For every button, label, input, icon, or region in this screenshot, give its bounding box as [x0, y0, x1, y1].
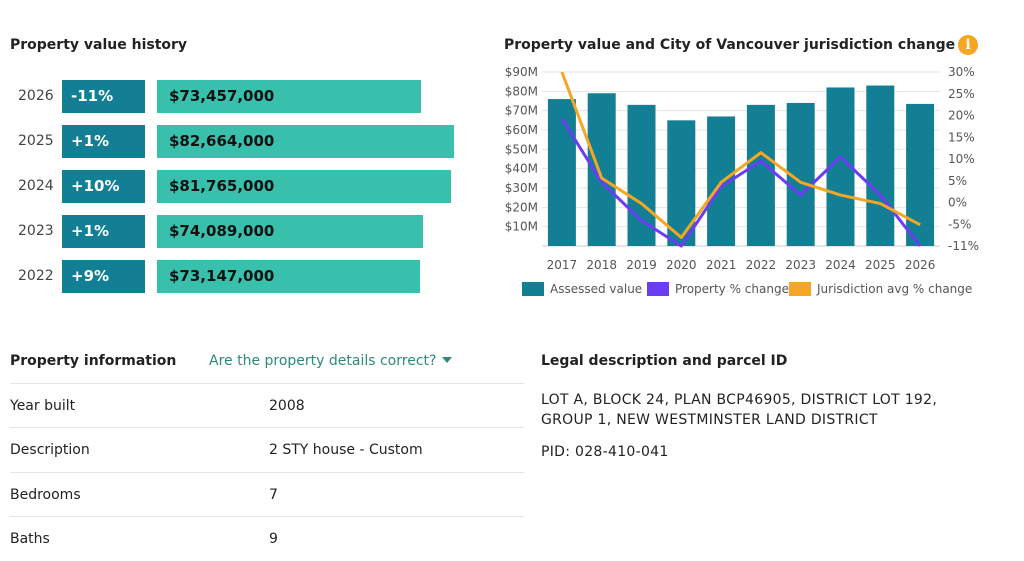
x-tick-label: 2020	[666, 258, 697, 272]
history-value-bar: $73,147,000	[157, 260, 420, 293]
right-tick-label: 5%	[948, 174, 967, 188]
legend-label: Jurisdiction avg % change	[817, 282, 973, 296]
history-change: +9%	[62, 260, 145, 293]
value-change-chart: $10M $20M $30M $40M $50M $60M $70M $80M $90M 30% 2…	[505, 65, 979, 272]
chart-title: Property value and City of Vancouver jur…	[504, 37, 956, 53]
property-details-dropdown[interactable]: Are the property details correct?	[209, 353, 453, 369]
history-row: 2026 -11% $73,457,000	[0, 80, 470, 113]
chart-bar	[906, 103, 935, 247]
legend-jurisdiction[interactable]: Jurisdiction avg % change	[789, 282, 972, 296]
history-year: 2023	[18, 223, 54, 239]
x-tick-label: 2021	[706, 258, 737, 272]
caret-down-icon	[442, 357, 453, 363]
chart-bar	[746, 104, 775, 246]
x-tick-label: 2025	[865, 258, 896, 272]
legend-swatch-jurisdiction	[789, 282, 811, 296]
chart-bar	[547, 99, 576, 246]
property-info-key: Description	[10, 442, 90, 458]
chart-bar	[587, 93, 616, 246]
left-tick-label: $60M	[505, 123, 538, 137]
history-value-bar: $82,664,000	[157, 125, 454, 158]
parcel-id: PID: 028-410-041	[541, 444, 669, 460]
legend-label: Assessed value	[550, 282, 643, 296]
property-info-row: Description 2 STY house - Custom	[10, 427, 524, 472]
x-tick-label: 2019	[626, 258, 657, 272]
legal-title: Legal description and parcel ID	[541, 353, 788, 369]
history-row: 2023 +1% $74,089,000	[0, 215, 470, 248]
left-tick-label: $30M	[505, 181, 538, 195]
history-row: 2025 +1% $82,664,000	[0, 125, 470, 158]
left-tick-label: $80M	[505, 84, 538, 98]
left-tick-label: $90M	[505, 65, 538, 79]
right-tick-label: -5%	[948, 217, 971, 231]
history-row: 2024 +10% $81,765,000	[0, 170, 470, 203]
chart-bar	[667, 120, 696, 246]
left-tick-label: $70M	[505, 104, 538, 118]
history-row: 2022 +9% $73,147,000	[0, 260, 470, 293]
property-info-key: Baths	[10, 531, 50, 547]
chart-bar	[866, 85, 895, 247]
history-change: -11%	[62, 80, 145, 113]
right-tick-label: -11%	[948, 239, 979, 253]
history-change: +1%	[62, 215, 145, 248]
property-info-row: Bedrooms 7	[10, 472, 524, 517]
property-change-line	[560, 117, 922, 248]
property-info-title: Property information	[10, 353, 177, 369]
legend-property[interactable]: Property % change	[647, 282, 789, 296]
legal-description-line: LOT A, BLOCK 24, PLAN BCP46905, DISTRICT…	[541, 392, 938, 408]
history-year: 2024	[18, 178, 54, 194]
property-info-value: 7	[269, 487, 278, 503]
x-tick-label: 2024	[825, 258, 856, 272]
right-tick-label: 10%	[948, 152, 975, 166]
history-change: +10%	[62, 170, 145, 203]
property-info-value: 9	[269, 531, 278, 547]
right-tick-label: 0%	[948, 196, 967, 210]
property-info-key: Bedrooms	[10, 487, 81, 503]
history-change: +1%	[62, 125, 145, 158]
right-tick-label: 30%	[948, 65, 975, 79]
legal-description-line: GROUP 1, NEW WESTMINSTER LAND DISTRICT	[541, 412, 878, 428]
history-year: 2025	[18, 133, 54, 149]
property-details-link[interactable]: Are the property details correct?	[209, 353, 437, 369]
jurisdiction-change-line	[560, 71, 921, 240]
history-year: 2026	[18, 88, 54, 104]
property-info-row: Baths 9	[10, 516, 524, 561]
x-tick-label: 2023	[785, 258, 816, 272]
right-tick-label: 25%	[948, 87, 975, 101]
history-title: Property value history	[10, 37, 188, 53]
left-tick-label: $40M	[505, 162, 538, 176]
property-value-history: Property value history 2026 -11% $73,457…	[0, 0, 480, 310]
x-tick-label: 2022	[746, 258, 777, 272]
info-icon[interactable]: i	[958, 35, 978, 55]
property-info-value: 2008	[269, 398, 305, 414]
history-value-bar: $73,457,000	[157, 80, 421, 113]
legend-label: Property % change	[675, 282, 789, 296]
x-tick-label: 2026	[905, 258, 936, 272]
left-tick-label: $50M	[505, 142, 538, 156]
x-tick-label: 2018	[586, 258, 617, 272]
property-info-row: Year built 2008	[10, 383, 524, 428]
property-info-key: Year built	[10, 398, 76, 414]
history-value-bar: $81,765,000	[157, 170, 451, 203]
chart-bar	[627, 104, 656, 246]
history-value-bar: $74,089,000	[157, 215, 423, 248]
x-tick-label: 2017	[547, 258, 578, 272]
right-tick-label: 20%	[948, 109, 975, 123]
left-tick-label: $10M	[505, 220, 538, 234]
property-info-value: 2 STY house - Custom	[269, 442, 423, 458]
legend-swatch-assessed	[522, 282, 544, 296]
legend-swatch-property	[647, 282, 669, 296]
legend-assessed[interactable]: Assessed value	[522, 282, 642, 296]
right-tick-label: 15%	[948, 130, 975, 144]
left-tick-label: $20M	[505, 200, 538, 214]
history-year: 2022	[18, 268, 54, 284]
